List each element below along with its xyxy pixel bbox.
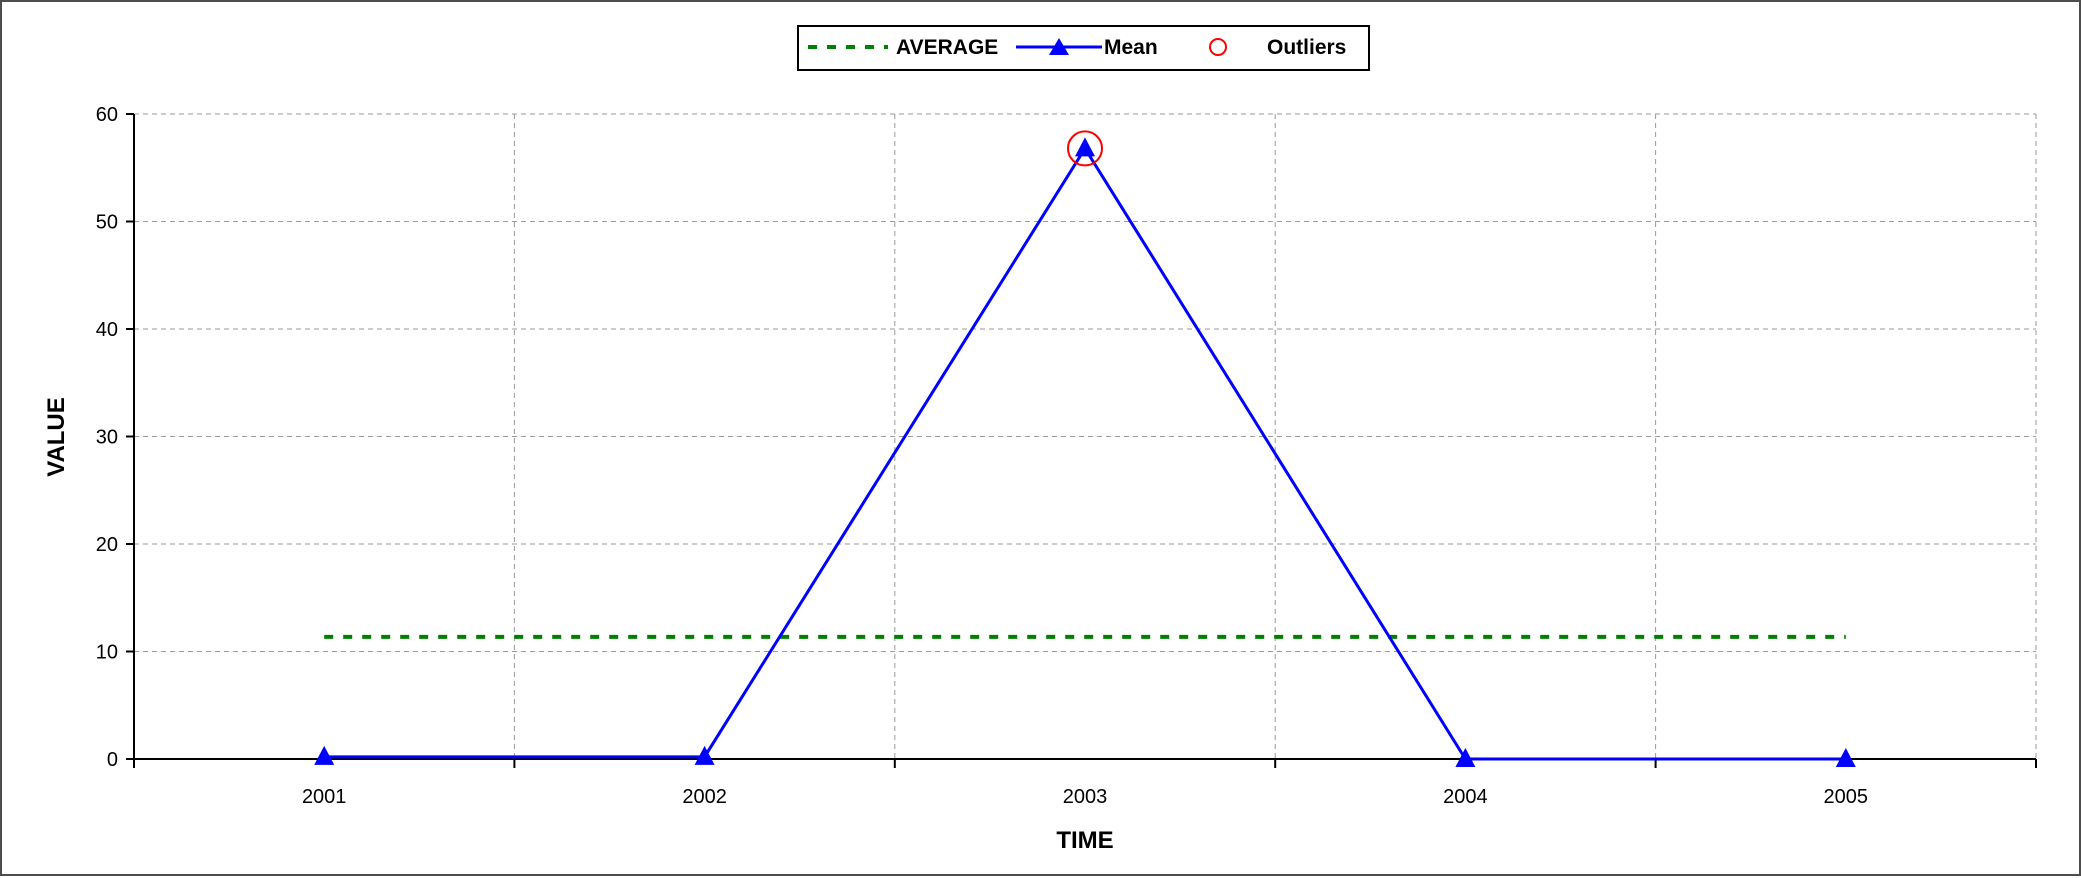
x-tick-label-2005: 2005 <box>1824 786 1869 808</box>
legend-mean-marker <box>1049 38 1069 55</box>
series-outliers-point-2003 <box>1067 130 1103 167</box>
axes: 0 10 20 30 40 50 60 2001 2002 2003 2004 2005 <box>96 104 2037 808</box>
legend-outliers-label: Outliers <box>1267 36 1346 59</box>
series-mean-point-2003 <box>1075 137 1095 157</box>
y-tick-label-60: 60 <box>96 104 118 126</box>
y-tick-label-20: 20 <box>96 534 118 556</box>
series <box>314 130 1856 767</box>
legend-outliers-marker <box>1209 38 1227 56</box>
legend-mean-label: Mean <box>1104 36 1158 59</box>
grid <box>133 113 2037 759</box>
series-mean-point-2001 <box>314 745 335 765</box>
x-tick-label-2004: 2004 <box>1443 786 1488 808</box>
x-tick-label-2002: 2002 <box>682 786 727 808</box>
series-mean-line <box>324 145 1846 761</box>
series-mean-point-2004 <box>1455 748 1476 767</box>
y-axis-title: VALUE <box>43 397 70 477</box>
legend: AVERAGE Mean Outliers <box>797 25 1370 71</box>
x-axis-title: TIME <box>1056 827 1113 854</box>
series-mean-point-2005 <box>1835 748 1856 767</box>
x-tick-label-2003: 2003 <box>1063 786 1108 808</box>
y-tick-label-50: 50 <box>96 212 118 234</box>
y-tick-label-40: 40 <box>96 319 118 341</box>
y-tick-label-30: 30 <box>96 427 118 449</box>
y-tick-label-10: 10 <box>96 642 118 664</box>
series-mean-point-2002 <box>694 745 715 765</box>
y-tick-label-0: 0 <box>107 749 118 771</box>
legend-average-label: AVERAGE <box>896 36 998 59</box>
x-tick-label-2001: 2001 <box>302 786 347 808</box>
